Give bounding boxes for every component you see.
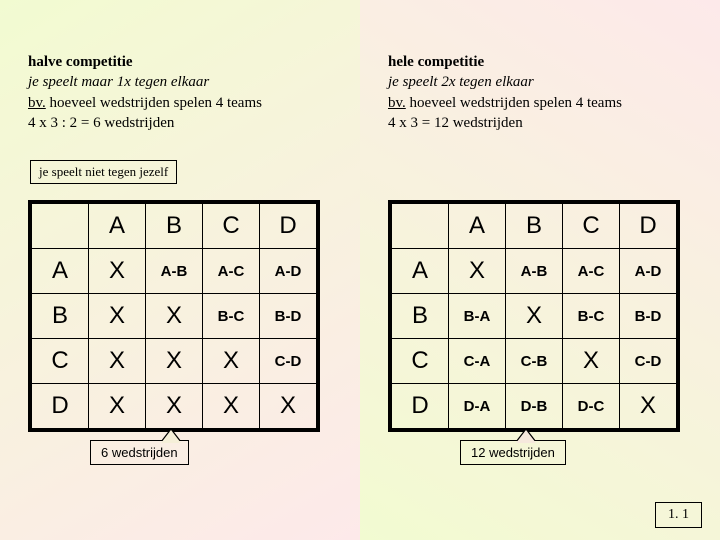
table-cell: C-A	[449, 339, 506, 384]
table-cell: D-B	[506, 384, 563, 431]
slide: halve competitie je speelt maar 1x tegen…	[0, 0, 720, 540]
table-cell: D-A	[449, 384, 506, 431]
col-header: C	[563, 202, 620, 249]
right-subtitle: je speelt 2x tegen elkaar	[388, 72, 692, 92]
right-title: hele competitie	[388, 52, 692, 72]
table-cell: X	[89, 384, 146, 431]
table-cell: A-D	[620, 249, 679, 294]
right-table-wrap: ABCDAXA-BA-CA-DBB-AXB-CB-DCC-AC-BXC-DDD-…	[388, 200, 680, 432]
right-callout-text: 12 wedstrijden	[471, 445, 555, 460]
table-cell: D-C	[563, 384, 620, 431]
right-table: ABCDAXA-BA-CA-DBB-AXB-CB-DCC-AC-BXC-DDD-…	[388, 200, 680, 432]
table-cell: B-D	[620, 294, 679, 339]
col-header: D	[620, 202, 679, 249]
left-formula: 4 x 3 : 2 = 6 wedstrijden	[28, 113, 332, 133]
table-cell: C-B	[506, 339, 563, 384]
col-header: A	[89, 202, 146, 249]
left-table-wrap: ABCDAXA-BA-CA-DBXXB-CB-DCXXXC-DDXXXX	[28, 200, 320, 432]
row-header: C	[390, 339, 449, 384]
left-callout: 6 wedstrijden	[90, 440, 189, 465]
page-number: 1. 1	[655, 502, 702, 528]
table-cell: B-C	[203, 294, 260, 339]
col-header: A	[449, 202, 506, 249]
table-cell: B-C	[563, 294, 620, 339]
table-cell: C-D	[260, 339, 319, 384]
row-header: B	[30, 294, 89, 339]
left-note: je speelt niet tegen jezelf	[30, 160, 177, 184]
table-cell: X	[89, 294, 146, 339]
right-callout: 12 wedstrijden	[460, 440, 566, 465]
row-header: A	[390, 249, 449, 294]
table-cell: B-A	[449, 294, 506, 339]
row-header: C	[30, 339, 89, 384]
col-header: B	[146, 202, 203, 249]
table-cell: X	[89, 339, 146, 384]
table-cell: X	[260, 384, 319, 431]
table-cell: X	[203, 384, 260, 431]
table-cell: X	[506, 294, 563, 339]
col-header: C	[203, 202, 260, 249]
right-example-text: hoeveel wedstrijden spelen 4 teams	[410, 95, 622, 111]
table-cell: A-C	[563, 249, 620, 294]
table-cell: B-D	[260, 294, 319, 339]
table-cell: A-C	[203, 249, 260, 294]
table-cell: X	[449, 249, 506, 294]
left-example: bv. hoeveel wedstrijden spelen 4 teams	[28, 93, 332, 113]
table-corner	[30, 202, 89, 249]
table-cell: X	[563, 339, 620, 384]
col-header: D	[260, 202, 319, 249]
row-header: A	[30, 249, 89, 294]
right-panel: hele competitie je speelt 2x tegen elkaa…	[360, 0, 720, 540]
right-formula: 4 x 3 = 12 wedstrijden	[388, 113, 692, 133]
left-subtitle: je speelt maar 1x tegen elkaar	[28, 72, 332, 92]
table-corner	[390, 202, 449, 249]
right-example: bv. hoeveel wedstrijden spelen 4 teams	[388, 93, 692, 113]
table-cell: A-D	[260, 249, 319, 294]
table-cell: C-D	[620, 339, 679, 384]
left-example-text: hoeveel wedstrijden spelen 4 teams	[50, 95, 262, 111]
left-callout-text: 6 wedstrijden	[101, 445, 178, 460]
left-example-label: bv.	[28, 95, 46, 111]
col-header: B	[506, 202, 563, 249]
table-cell: X	[146, 294, 203, 339]
table-cell: X	[203, 339, 260, 384]
table-cell: X	[146, 384, 203, 431]
left-title: halve competitie	[28, 52, 332, 72]
right-text: hele competitie je speelt 2x tegen elkaa…	[360, 0, 720, 133]
right-example-label: bv.	[388, 95, 406, 111]
table-cell: A-B	[506, 249, 563, 294]
table-cell: X	[146, 339, 203, 384]
row-header: D	[30, 384, 89, 431]
left-panel: halve competitie je speelt maar 1x tegen…	[0, 0, 360, 540]
row-header: B	[390, 294, 449, 339]
row-header: D	[390, 384, 449, 431]
left-text: halve competitie je speelt maar 1x tegen…	[0, 0, 360, 133]
table-cell: X	[620, 384, 679, 431]
table-cell: A-B	[146, 249, 203, 294]
left-table: ABCDAXA-BA-CA-DBXXB-CB-DCXXXC-DDXXXX	[28, 200, 320, 432]
table-cell: X	[89, 249, 146, 294]
